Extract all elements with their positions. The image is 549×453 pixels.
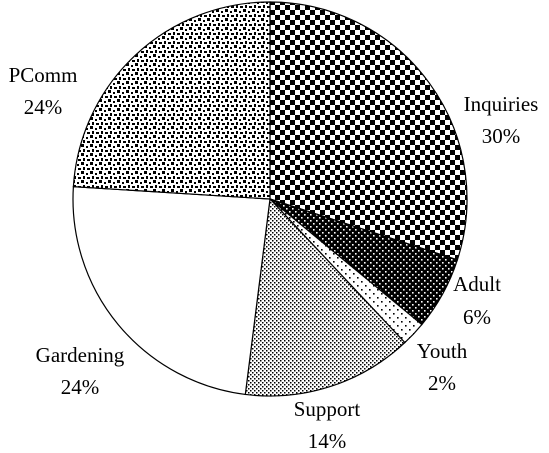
slice-label-pcomm: PComm (9, 63, 78, 87)
pie-slice-pcomm (72, 1, 271, 200)
slice-label-inquiries: Inquiries (464, 92, 539, 116)
slice-percent-adult: 6% (463, 305, 491, 329)
slice-percent-inquiries: 30% (482, 124, 521, 148)
slice-label-gardening: Gardening (36, 343, 125, 367)
slice-percent-gardening: 24% (61, 375, 100, 399)
pie-slice-inquiries (269, 1, 468, 261)
pie-slice-support (244, 197, 406, 397)
slice-label-adult: Adult (453, 272, 501, 296)
slice-label-youth: Youth (417, 339, 468, 363)
pie-labels: Inquiries 30% Adult 6% Youth 2% Support 14% Gard… (9, 63, 539, 453)
slice-label-support: Support (294, 397, 361, 421)
pie-slices (72, 1, 468, 397)
slice-percent-youth: 2% (428, 371, 456, 395)
slice-percent-pcomm: 24% (24, 95, 63, 119)
slice-percent-support: 14% (308, 429, 347, 453)
pie-slice-gardening (72, 185, 271, 396)
